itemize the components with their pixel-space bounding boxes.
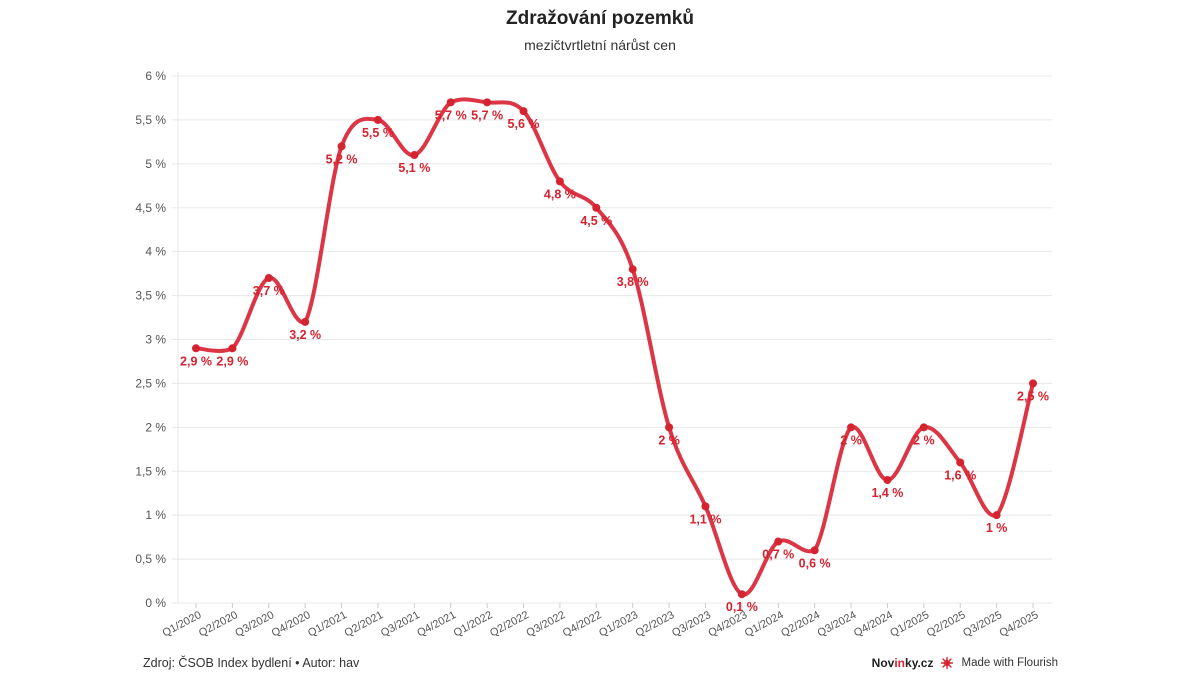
y-tick-label: 2,5 % [135, 376, 166, 390]
data-label: 2,9 % [216, 354, 248, 368]
data-point[interactable] [373, 115, 382, 124]
data-point[interactable] [992, 511, 1001, 520]
x-tick-label: Q3/2023 [670, 609, 713, 639]
data-point[interactable] [810, 546, 819, 555]
data-point[interactable] [847, 423, 856, 432]
data-point[interactable] [701, 502, 710, 511]
data-label: 5,2 % [326, 152, 358, 166]
data-point[interactable] [301, 317, 310, 326]
data-markers [192, 98, 1037, 599]
x-tick-label: Q3/2021 [379, 609, 422, 639]
data-label: 3,7 % [253, 284, 285, 298]
data-point[interactable] [519, 107, 528, 116]
footer-branding: Novinky.cz Made with Flourish [872, 656, 1058, 670]
y-tick-label: 1,5 % [135, 464, 166, 478]
data-labels: 2,9 % 2,9 % 3,7 % 3,2 % 5,2 % 5,5 % 5,1 % 5,7 %… [180, 108, 1049, 614]
data-label: 3,8 % [617, 275, 649, 289]
x-tick-label: Q3/2022 [524, 609, 567, 639]
x-tick-label: Q4/2024 [852, 609, 895, 639]
data-point[interactable] [883, 476, 892, 485]
data-point[interactable] [737, 590, 746, 599]
x-tick-label: Q2/2024 [779, 609, 822, 639]
x-tick-label: Q1/2022 [452, 609, 495, 639]
x-tick-label: Q1/2023 [597, 609, 640, 639]
data-point[interactable] [774, 537, 783, 546]
y-tick-label: 5,5 % [135, 113, 166, 127]
y-tick-label: 1 % [145, 508, 166, 522]
data-label: 2 % [913, 433, 935, 447]
data-label: 1 % [986, 521, 1008, 535]
data-point[interactable] [483, 98, 492, 107]
x-tick-label: Q4/2025 [998, 609, 1041, 639]
x-tick-label: Q1/2021 [306, 609, 349, 639]
x-tick-label: Q4/2020 [270, 609, 313, 639]
x-tick-label: Q2/2025 [925, 609, 968, 639]
x-tick-label: Q2/2020 [197, 609, 240, 639]
data-point[interactable] [592, 203, 601, 212]
data-line [194, 97, 1035, 597]
data-point[interactable] [446, 98, 455, 107]
data-label: 4,8 % [544, 187, 576, 201]
data-point[interactable] [956, 458, 965, 467]
chart-title: Zdražování pozemků [506, 8, 694, 29]
y-tick-label: 4 % [145, 245, 166, 259]
x-tick-label: Q3/2025 [961, 609, 1004, 639]
novinky-logo[interactable]: Novinky.cz [871, 656, 934, 670]
data-label: 0,1 % [726, 600, 758, 614]
data-label: 4,5 % [580, 214, 612, 228]
data-label: 2 % [840, 433, 862, 447]
data-point[interactable] [555, 177, 564, 186]
data-label: 5,7 % [435, 108, 467, 122]
y-tick-label: 3,5 % [135, 289, 166, 303]
data-point[interactable] [264, 274, 273, 283]
x-tick-label: Q2/2022 [488, 609, 531, 639]
y-tick-label: 5 % [145, 157, 166, 171]
data-point[interactable] [665, 423, 674, 432]
y-tick-label: 6 % [145, 69, 166, 83]
x-tick-label: Q3/2024 [816, 609, 859, 639]
x-tick-label: Q3/2020 [233, 609, 276, 639]
data-label: 2,5 % [1017, 389, 1049, 403]
data-label: 0,7 % [762, 548, 794, 562]
data-label: 3,2 % [289, 328, 321, 342]
data-point[interactable] [628, 265, 637, 274]
data-label: 1,4 % [871, 486, 903, 500]
source-note: Zdroj: ČSOB Index bydlení • Autor: hav [143, 656, 360, 670]
x-tick-label: Q1/2020 [161, 609, 204, 639]
data-label: 2,9 % [180, 354, 212, 368]
data-point[interactable] [337, 142, 346, 151]
x-tick-label: Q2/2023 [634, 609, 677, 639]
x-axis: Q1/2020Q2/2020Q3/2020Q4/2020Q1/2021Q2/20… [161, 603, 1041, 639]
x-tick-label: Q4/2021 [415, 609, 458, 639]
data-point[interactable] [410, 151, 419, 160]
x-tick-label: Q1/2025 [888, 609, 931, 639]
y-tick-label: 4,5 % [135, 201, 166, 215]
data-point[interactable] [919, 423, 928, 432]
data-label: 1,1 % [689, 512, 721, 526]
flourish-burst-icon [941, 657, 954, 669]
y-tick-label: 3 % [145, 333, 166, 347]
y-tick-label: 0,5 % [135, 552, 166, 566]
data-label: 5,5 % [362, 126, 394, 140]
data-point[interactable] [1029, 379, 1037, 388]
data-point[interactable] [228, 344, 237, 353]
x-tick-label: Q4/2022 [561, 609, 604, 639]
chart-subtitle: mezičtvrtletní nárůst cen [524, 37, 676, 53]
data-label: 1,6 % [944, 468, 976, 482]
data-label: 5,6 % [508, 117, 540, 131]
y-axis: 0 % 0,5 % 1 % 1,5 % 2 % 2,5 % 3 % 3,5 % 4 % 4,5 %… [135, 69, 166, 610]
data-label: 5,7 % [471, 108, 503, 122]
data-point[interactable] [192, 344, 200, 353]
data-label: 0,6 % [799, 556, 831, 570]
y-tick-label: 2 % [145, 420, 166, 434]
data-label: 5,1 % [398, 161, 430, 175]
x-tick-label: Q2/2021 [342, 609, 385, 639]
gridlines [172, 72, 1052, 604]
y-tick-label: 0 % [145, 596, 166, 610]
data-label: 2 % [658, 433, 680, 447]
made-with-flourish-link[interactable]: Made with Flourish [961, 657, 1058, 669]
